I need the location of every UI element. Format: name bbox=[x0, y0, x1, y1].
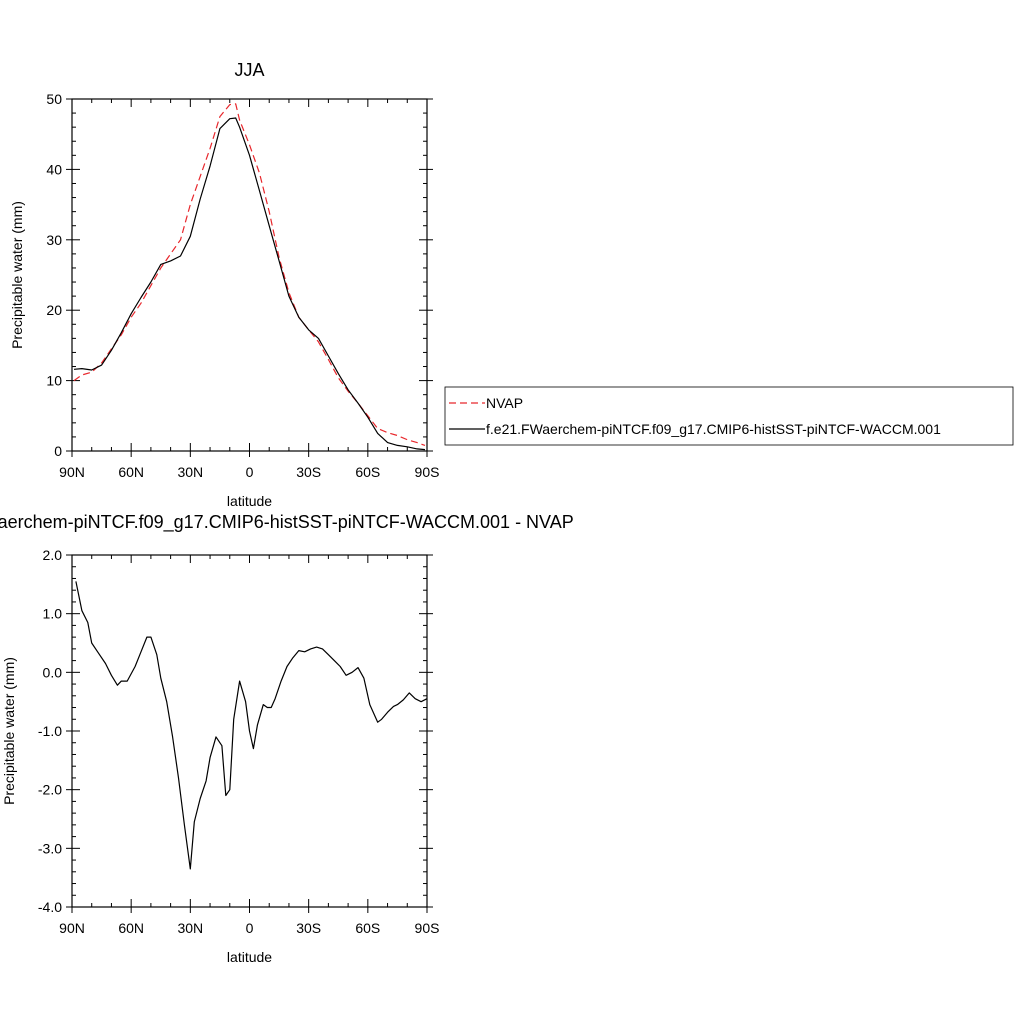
y-tick-label: -2.0 bbox=[38, 782, 62, 798]
chart-title: f.e21.FWaerchem-piNTCF.f09_g17.CMIP6-his… bbox=[0, 512, 574, 533]
x-tick-label: 60S bbox=[355, 464, 380, 480]
x-tick-label: 90N bbox=[59, 920, 85, 936]
y-tick-label: -3.0 bbox=[38, 840, 62, 856]
y-axis-label: Precipitable water (mm) bbox=[9, 201, 25, 349]
x-tick-label: 90S bbox=[415, 920, 440, 936]
legend-box bbox=[444, 386, 1014, 446]
plot-frame bbox=[71, 98, 428, 452]
x-tick-label: 0 bbox=[246, 920, 254, 936]
x-tick-label: 0 bbox=[246, 464, 254, 480]
x-tick-label: 60N bbox=[118, 920, 144, 936]
y-tick-label: 1.0 bbox=[43, 606, 63, 622]
y-tick-label: 30 bbox=[46, 232, 62, 248]
chart-panel-1: JJA 90N 60N 30N 0 30S 60S 90S 0 10 20 30 40 50 latitud… bbox=[9, 60, 1014, 509]
x-tick-label: 30N bbox=[177, 464, 203, 480]
y-tick-label: 2.0 bbox=[43, 547, 63, 563]
x-axis-label: latitude bbox=[227, 493, 272, 509]
x-tick-label: 60S bbox=[355, 920, 380, 936]
y-tick-label: 20 bbox=[46, 302, 62, 318]
x-tick-label: 30S bbox=[296, 920, 321, 936]
legend-label: f.e21.FWaerchem-piNTCF.f09_g17.CMIP6-his… bbox=[486, 421, 941, 437]
y-tick-label: 10 bbox=[46, 373, 62, 389]
y-tick-label: 40 bbox=[46, 161, 62, 177]
legend: NVAP f.e21.FWaerchem-piNTCF.f09_g17.CMIP6… bbox=[444, 386, 1014, 446]
y-tick-label: 0 bbox=[54, 443, 62, 459]
x-axis-label: latitude bbox=[227, 949, 272, 965]
series-line-f-e21-fwaerchem-pintcf-f bbox=[73, 117, 426, 451]
y-tick-label: 0.0 bbox=[43, 664, 63, 680]
chart-title: JJA bbox=[234, 60, 264, 80]
series-line-1 bbox=[75, 581, 428, 870]
y-tick-label: -1.0 bbox=[38, 723, 62, 739]
x-tick-label: 60N bbox=[118, 464, 144, 480]
x-tick-label: 90S bbox=[415, 464, 440, 480]
series-line-nvap bbox=[73, 103, 426, 446]
chart-panel-2: f.e21.FWaerchem-piNTCF.f09_g17.CMIP6-his… bbox=[0, 512, 574, 965]
legend-label: NVAP bbox=[486, 395, 523, 411]
x-tick-label: 30N bbox=[177, 920, 203, 936]
x-tick-label: 90N bbox=[59, 464, 85, 480]
y-tick-label: 50 bbox=[46, 91, 62, 107]
y-axis-label: Precipitable water (mm) bbox=[1, 657, 17, 805]
y-tick-label: -4.0 bbox=[38, 899, 62, 915]
x-tick-label: 30S bbox=[296, 464, 321, 480]
